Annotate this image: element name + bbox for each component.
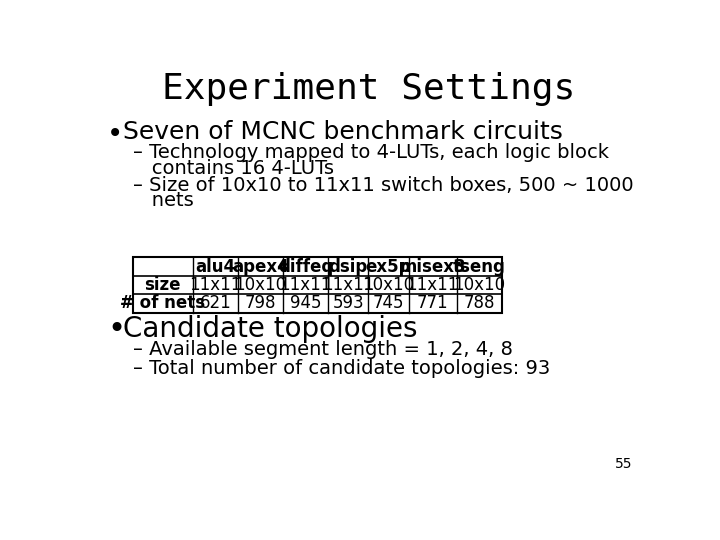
Text: 11x11: 11x11 xyxy=(322,276,374,294)
Bar xyxy=(132,257,502,313)
Text: dsip: dsip xyxy=(328,258,368,275)
Text: 55: 55 xyxy=(615,457,632,471)
Text: apex4: apex4 xyxy=(232,258,289,275)
Text: nets: nets xyxy=(132,191,194,210)
Text: 11x11: 11x11 xyxy=(406,276,459,294)
Text: contains 16 4-LUTs: contains 16 4-LUTs xyxy=(132,159,333,178)
Text: 10x10: 10x10 xyxy=(235,276,287,294)
Text: misex3: misex3 xyxy=(399,258,466,275)
Text: 788: 788 xyxy=(463,294,495,313)
Text: Experiment Settings: Experiment Settings xyxy=(163,72,575,106)
Text: 945: 945 xyxy=(289,294,321,313)
Text: 593: 593 xyxy=(332,294,364,313)
Text: •: • xyxy=(107,315,125,344)
Text: 11x11: 11x11 xyxy=(279,276,332,294)
Text: ex5p: ex5p xyxy=(366,258,411,275)
Text: Candidate topologies: Candidate topologies xyxy=(122,315,417,343)
Text: Seven of MCNC benchmark circuits: Seven of MCNC benchmark circuits xyxy=(122,120,562,144)
Text: diffeq: diffeq xyxy=(278,258,333,275)
Text: – Total number of candidate topologies: 93: – Total number of candidate topologies: … xyxy=(132,359,550,378)
Text: size: size xyxy=(145,276,181,294)
Text: – Size of 10x10 to 11x11 switch boxes, 500 ~ 1000: – Size of 10x10 to 11x11 switch boxes, 5… xyxy=(132,176,634,195)
Text: – Available segment length = 1, 2, 4, 8: – Available segment length = 1, 2, 4, 8 xyxy=(132,340,513,359)
Text: 798: 798 xyxy=(245,294,276,313)
Text: 621: 621 xyxy=(199,294,231,313)
Text: 10x10: 10x10 xyxy=(453,276,505,294)
Text: 771: 771 xyxy=(417,294,449,313)
Text: alu4: alu4 xyxy=(196,258,235,275)
Text: 745: 745 xyxy=(373,294,404,313)
Text: tseng: tseng xyxy=(453,258,505,275)
Text: – Technology mapped to 4-LUTs, each logic block: – Technology mapped to 4-LUTs, each logi… xyxy=(132,143,608,163)
Text: •: • xyxy=(107,120,123,148)
Text: # of nets: # of nets xyxy=(120,294,205,313)
Text: 10x10: 10x10 xyxy=(362,276,415,294)
Text: 11x11: 11x11 xyxy=(189,276,242,294)
